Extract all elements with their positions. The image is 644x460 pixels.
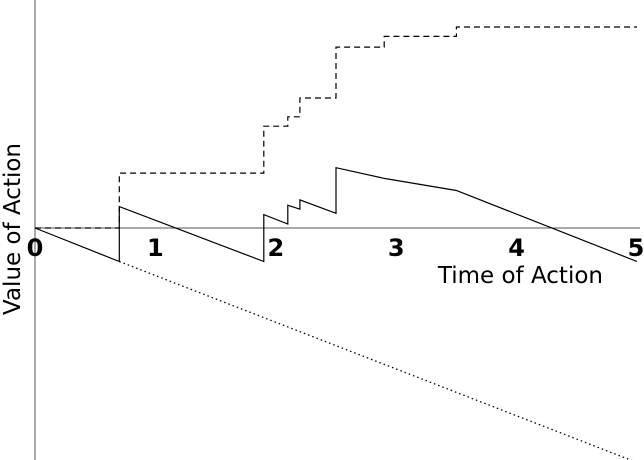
x-tick-label: 1	[147, 234, 164, 262]
y-axis-title: Value of Action	[0, 143, 26, 315]
x-tick-label: 2	[267, 234, 284, 262]
x-tick-label: 0	[27, 234, 44, 262]
x-tick-label: 5	[628, 234, 644, 262]
series-layer	[34, 26, 638, 460]
x-tick-label: 3	[388, 234, 405, 262]
x-axis-title: Time of Action	[437, 263, 603, 289]
tick-label-layer: 0 1 2 3 4 5	[27, 234, 644, 262]
x-tick-label: 4	[508, 234, 525, 262]
series-dashed-line	[35, 26, 637, 229]
series-solid-line	[34, 166, 638, 263]
series-dotted-line	[119, 260, 633, 460]
